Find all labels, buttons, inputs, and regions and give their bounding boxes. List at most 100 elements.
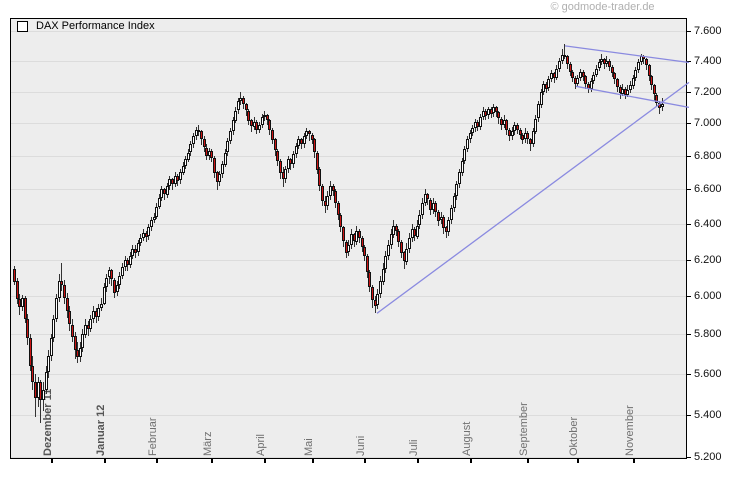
candle-down <box>68 311 71 324</box>
candle-down <box>171 179 174 184</box>
candle-up <box>347 245 350 252</box>
legend-checkbox[interactable] <box>17 20 28 32</box>
candle-down <box>245 104 248 110</box>
candle-up <box>469 133 472 139</box>
candle-down <box>371 287 374 300</box>
candle-down <box>213 158 216 173</box>
x-axis-tick <box>312 458 314 463</box>
gridline <box>11 224 686 225</box>
candle-up <box>558 61 561 69</box>
candle-up <box>229 131 232 141</box>
month-label: März <box>202 431 214 456</box>
candle-up <box>52 319 55 338</box>
month-label: November <box>624 405 636 456</box>
gridline <box>11 189 686 190</box>
candle-up <box>58 281 61 298</box>
y-axis-tick <box>686 189 691 190</box>
candle-down <box>31 366 34 382</box>
x-axis-tick <box>470 458 472 463</box>
candle-down <box>342 227 345 241</box>
candle-wick <box>40 380 41 423</box>
candle-down <box>571 72 574 78</box>
candle-down <box>316 153 319 170</box>
candle-down <box>308 131 311 134</box>
candle-down <box>582 72 585 77</box>
candle-up <box>129 256 132 265</box>
candle-down <box>247 111 250 121</box>
candle-up <box>179 172 182 180</box>
month-label: Februar <box>147 417 159 456</box>
candle-down <box>66 298 69 311</box>
candle-down <box>339 215 342 227</box>
candle-up <box>182 166 185 173</box>
candle-up <box>350 234 353 245</box>
candle-down <box>26 319 29 338</box>
x-axis-tick <box>633 458 635 463</box>
y-axis-label: 5.800 <box>694 328 722 340</box>
candle-up <box>405 249 408 262</box>
gridline <box>11 374 686 375</box>
candle-down <box>276 151 279 161</box>
candle-down <box>271 130 274 140</box>
candle-up <box>89 319 92 329</box>
candle-down <box>505 120 508 130</box>
x-axis-tick <box>417 458 419 463</box>
candle-up <box>595 69 598 75</box>
gridline <box>11 296 686 297</box>
candle-up <box>376 294 379 305</box>
candle-down <box>321 186 324 201</box>
candle-up <box>81 334 84 348</box>
candle-down <box>655 95 658 103</box>
candle-down <box>613 73 616 79</box>
candle-down <box>60 281 63 285</box>
candle-down <box>205 148 208 156</box>
month-label: Juni <box>355 435 367 456</box>
candle-down <box>176 176 179 181</box>
candle-up <box>382 269 385 282</box>
watermark: © godmode-trader.de <box>550 1 655 13</box>
candle-down <box>318 169 321 186</box>
candle-down <box>250 120 253 126</box>
month-label: Mai <box>303 438 315 456</box>
x-axis-tick <box>156 458 158 463</box>
candle-up <box>326 196 329 206</box>
candle-up <box>661 104 664 107</box>
candle-down <box>334 191 337 203</box>
y-axis-tick <box>686 31 691 32</box>
candle-up <box>637 62 640 70</box>
y-axis-tick <box>686 457 691 458</box>
candle-up <box>118 276 121 285</box>
candle-wick <box>309 130 310 141</box>
candle-up <box>92 311 95 319</box>
candle-down <box>29 338 32 366</box>
y-axis-tick <box>686 61 691 62</box>
candle-up <box>626 90 629 95</box>
candle-up <box>218 174 221 182</box>
candle-down <box>358 231 361 238</box>
candle-down <box>39 382 42 400</box>
x-axis-tick <box>211 458 213 463</box>
month-label: August <box>461 421 473 456</box>
candle-up <box>540 92 543 105</box>
candle-down <box>397 231 400 242</box>
gridline <box>11 156 686 157</box>
candle-down <box>16 281 19 299</box>
candle-up <box>479 117 482 127</box>
candle-down <box>332 186 335 191</box>
candle-down <box>200 131 203 139</box>
candle-up <box>142 233 145 238</box>
candle-up <box>237 101 240 110</box>
candle-down <box>255 122 258 130</box>
month-label: September <box>518 402 530 456</box>
candle-down <box>497 112 500 118</box>
candle-up <box>150 220 153 227</box>
y-axis-label: 6.200 <box>694 254 722 266</box>
gridline <box>11 92 686 93</box>
candle-wick <box>164 188 165 200</box>
month-label: Oktober <box>568 416 580 456</box>
candle-down <box>24 298 27 319</box>
candle-up <box>147 227 150 236</box>
candle-up <box>258 125 261 130</box>
candle-down <box>368 272 371 287</box>
